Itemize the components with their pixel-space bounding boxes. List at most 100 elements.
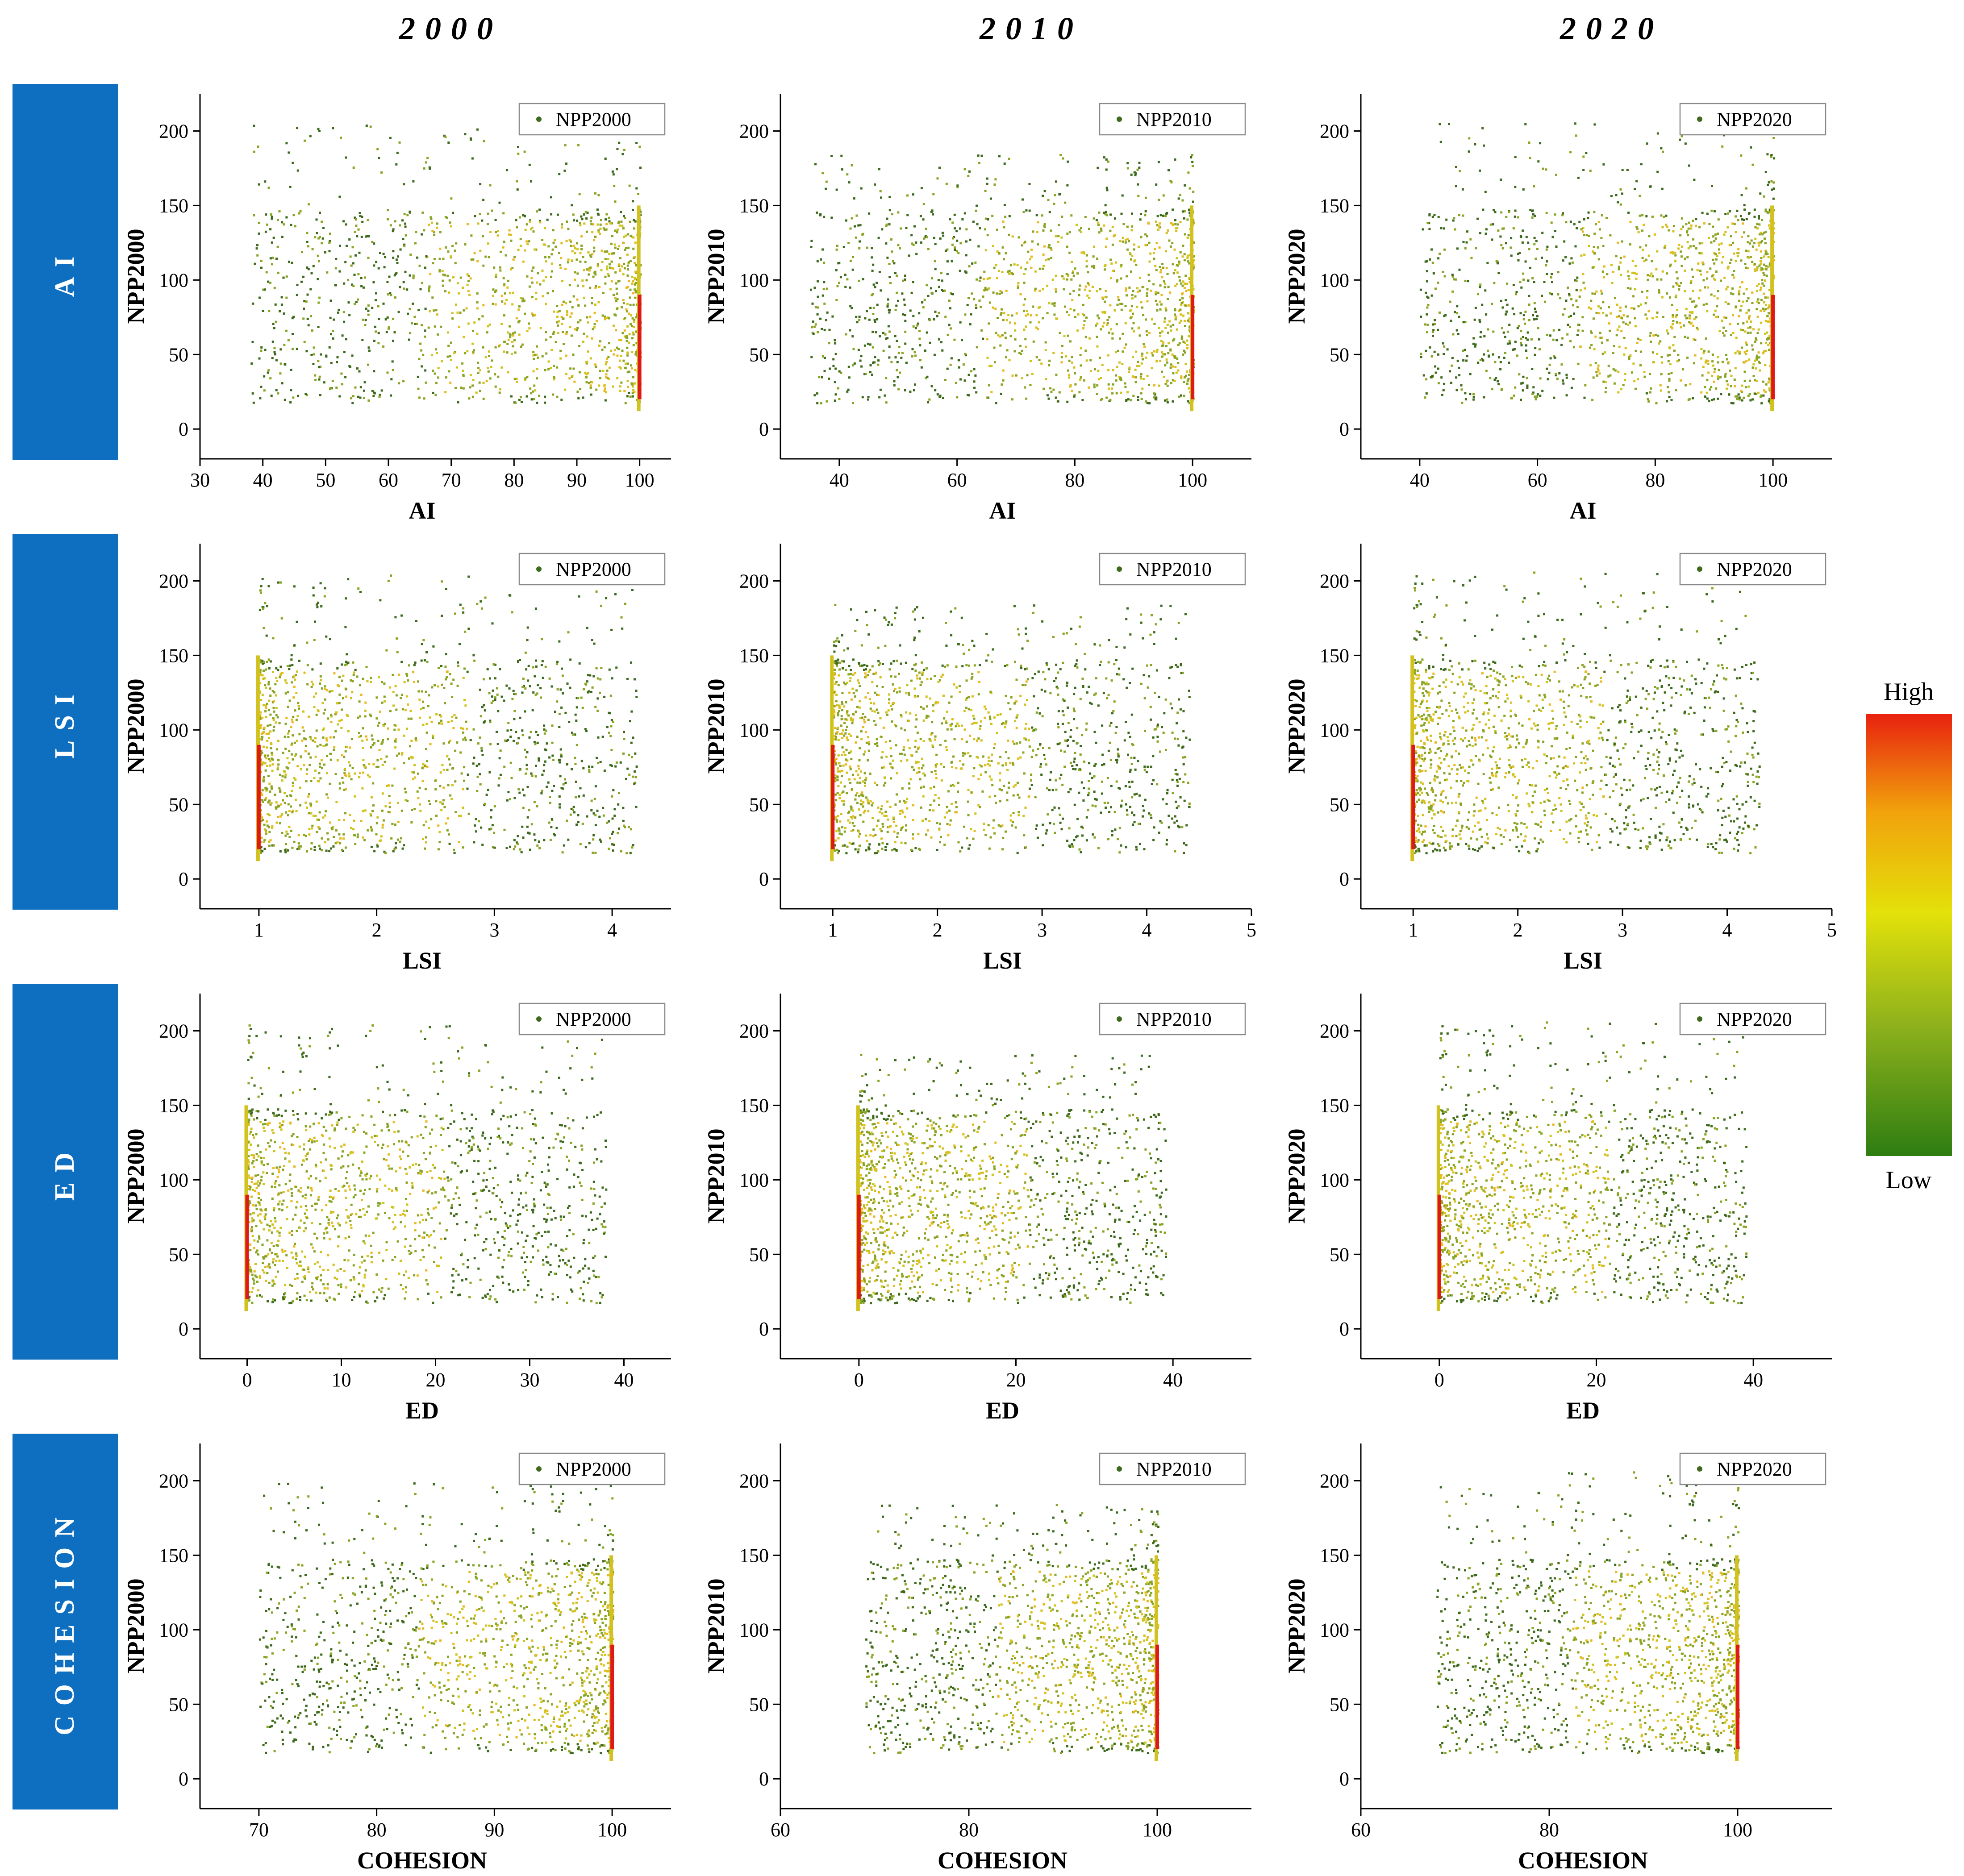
data-point <box>599 838 601 841</box>
data-point <box>1647 254 1650 257</box>
data-point <box>894 356 897 359</box>
data-point <box>915 253 918 255</box>
data-point <box>639 264 642 266</box>
data-point <box>986 288 988 291</box>
data-point <box>261 799 263 802</box>
data-point <box>1008 215 1011 217</box>
data-point <box>1122 223 1125 225</box>
data-point <box>898 346 901 348</box>
data-point <box>959 378 962 381</box>
data-point <box>1684 314 1687 317</box>
data-point <box>1512 284 1515 286</box>
data-point <box>258 296 261 299</box>
data-point <box>1762 308 1764 310</box>
data-point <box>272 323 275 325</box>
data-point <box>1685 317 1688 320</box>
data-point <box>515 317 518 320</box>
data-point <box>544 401 546 404</box>
data-point <box>1519 281 1522 283</box>
data-point <box>1462 214 1464 217</box>
data-point <box>591 231 594 233</box>
data-point <box>1574 245 1577 248</box>
data-point <box>570 334 573 337</box>
data-point <box>1176 223 1179 226</box>
data-point <box>879 388 882 391</box>
data-point <box>635 316 638 319</box>
data-point <box>423 167 425 170</box>
data-point <box>1160 340 1163 342</box>
data-point <box>823 262 826 264</box>
data-point <box>375 822 378 824</box>
data-point <box>1639 339 1642 341</box>
data-point <box>563 169 566 172</box>
data-point <box>1768 387 1771 390</box>
data-point <box>1748 393 1751 395</box>
data-point <box>1727 212 1729 215</box>
data-point <box>1714 279 1716 281</box>
data-point <box>1053 203 1055 205</box>
data-point <box>565 333 568 335</box>
data-point <box>576 284 579 287</box>
data-point <box>909 391 912 393</box>
x-tick-label: 60 <box>947 469 967 491</box>
data-point <box>342 311 345 313</box>
data-point <box>1599 337 1602 339</box>
data-point <box>358 251 361 254</box>
data-point <box>265 732 268 735</box>
data-point <box>1723 334 1726 337</box>
data-point <box>345 223 347 226</box>
data-point <box>1069 308 1072 310</box>
data-point <box>335 387 338 389</box>
data-point <box>336 356 339 358</box>
data-point <box>412 778 415 781</box>
data-point <box>370 814 372 817</box>
data-point <box>1578 295 1581 298</box>
data-point <box>972 220 975 223</box>
data-point <box>437 685 439 688</box>
data-point <box>296 127 299 129</box>
data-point <box>402 238 404 240</box>
data-point <box>906 194 909 197</box>
data-point <box>1522 318 1525 320</box>
data-point <box>575 780 577 783</box>
data-point <box>954 249 956 251</box>
data-point <box>936 393 939 396</box>
data-point <box>1450 382 1452 384</box>
data-point <box>1052 352 1055 354</box>
data-point <box>463 309 465 312</box>
data-point <box>1071 361 1073 364</box>
data-point <box>396 651 399 653</box>
data-point <box>302 729 305 732</box>
data-point <box>286 665 289 667</box>
data-point <box>467 223 469 225</box>
data-point <box>542 279 545 282</box>
data-point <box>1458 366 1460 369</box>
data-point <box>1144 244 1147 246</box>
data-point <box>1695 225 1697 227</box>
data-point <box>631 235 634 238</box>
data-point <box>1474 343 1477 346</box>
data-point <box>1082 251 1085 254</box>
data-point <box>503 314 505 317</box>
data-point <box>611 222 613 225</box>
data-point <box>377 740 379 742</box>
data-point <box>1758 362 1761 365</box>
data-point <box>433 309 435 312</box>
data-point <box>259 718 262 720</box>
data-point <box>1031 373 1034 375</box>
data-point <box>576 391 579 393</box>
data-point <box>1762 394 1765 397</box>
data-point <box>627 268 629 271</box>
data-point <box>1155 291 1157 293</box>
data-point <box>1760 394 1763 397</box>
data-point <box>1119 337 1121 340</box>
data-point <box>896 369 898 371</box>
data-point <box>396 637 398 640</box>
data-point <box>584 371 587 374</box>
data-point <box>832 358 835 361</box>
data-point <box>836 245 838 247</box>
data-point <box>314 379 317 381</box>
data-point <box>254 262 256 265</box>
data-point <box>271 256 274 259</box>
data-point <box>610 260 613 263</box>
